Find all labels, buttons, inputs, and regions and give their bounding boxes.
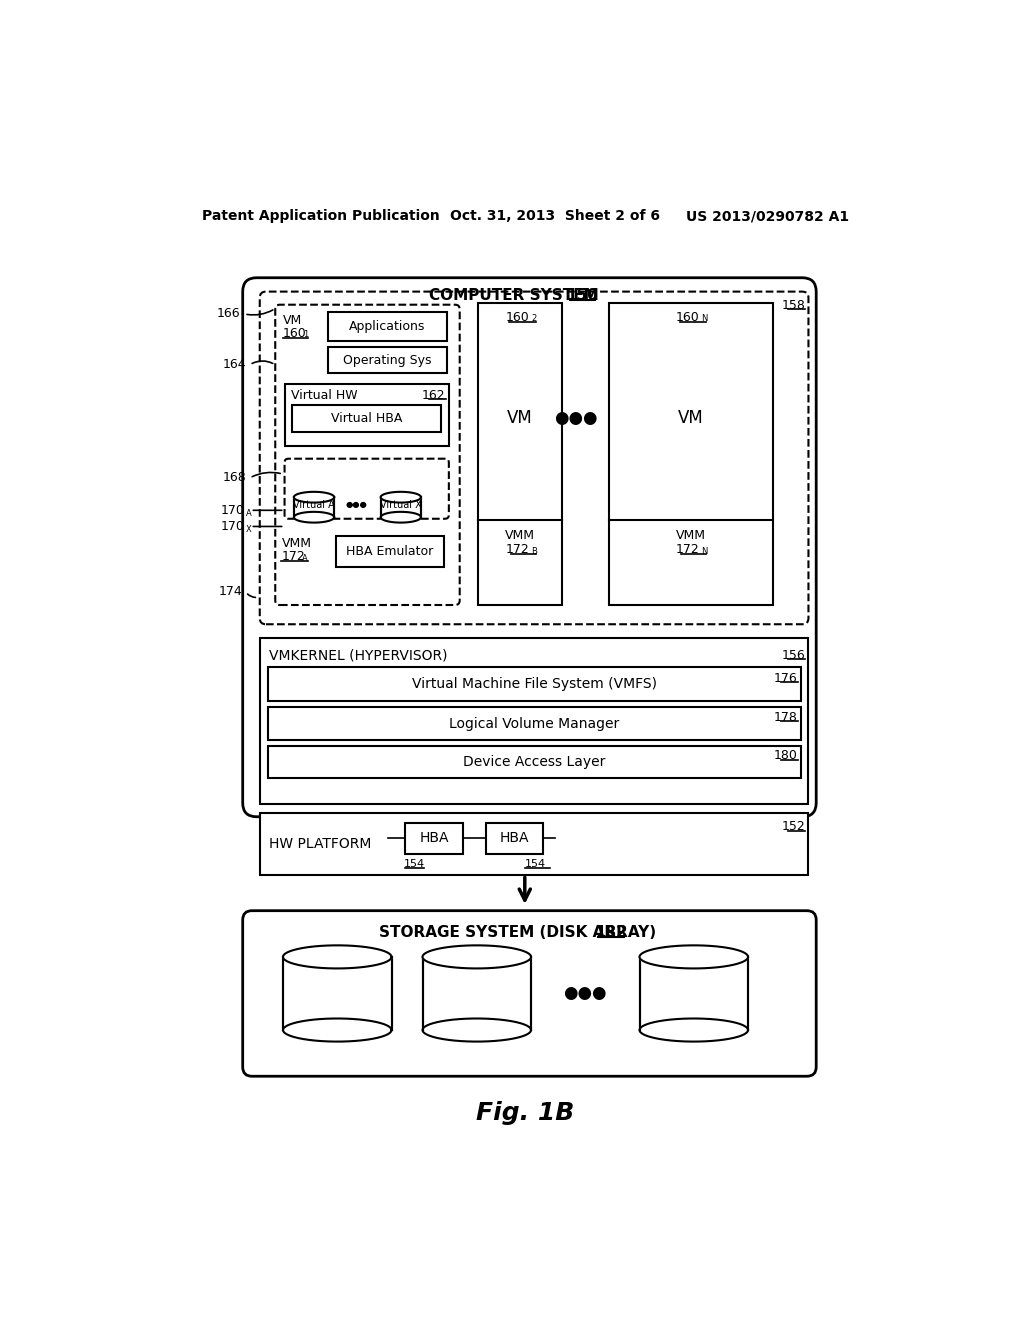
- Text: 172: 172: [676, 544, 699, 556]
- Text: 1: 1: [303, 330, 308, 339]
- Bar: [260, 813, 809, 875]
- Text: 174: 174: [219, 585, 243, 598]
- Bar: [336, 536, 444, 566]
- Text: VMM: VMM: [282, 537, 311, 550]
- Text: ●●●: ●●●: [346, 500, 368, 510]
- Polygon shape: [640, 1019, 748, 1041]
- Text: Operating Sys: Operating Sys: [343, 354, 431, 367]
- Bar: [423, 957, 531, 1030]
- Text: 172: 172: [505, 544, 529, 556]
- Text: STORAGE SYSTEM (DISK ARRAY): STORAGE SYSTEM (DISK ARRAY): [379, 925, 656, 940]
- Text: HW PLATFORM: HW PLATFORM: [269, 837, 372, 850]
- Text: Device Access Layer: Device Access Layer: [463, 755, 605, 770]
- Text: Virtual X: Virtual X: [380, 500, 422, 510]
- FancyBboxPatch shape: [275, 305, 460, 605]
- Text: X: X: [246, 525, 252, 535]
- Text: 178: 178: [774, 711, 798, 723]
- Text: ●●●: ●●●: [554, 409, 598, 426]
- Text: COMPUTER SYSTEM: COMPUTER SYSTEM: [429, 288, 599, 304]
- Bar: [381, 498, 421, 517]
- Bar: [267, 746, 801, 779]
- Bar: [267, 708, 801, 739]
- FancyBboxPatch shape: [243, 911, 816, 1076]
- FancyBboxPatch shape: [285, 459, 449, 519]
- Text: 176: 176: [774, 672, 798, 685]
- Bar: [267, 668, 801, 701]
- Polygon shape: [294, 512, 334, 523]
- Text: B: B: [531, 546, 537, 556]
- Text: 180: 180: [774, 750, 798, 763]
- Polygon shape: [381, 492, 421, 503]
- Text: 152: 152: [781, 820, 805, 833]
- Text: 2: 2: [531, 314, 537, 323]
- Text: 168: 168: [223, 471, 247, 484]
- Text: Virtual HBA: Virtual HBA: [331, 412, 402, 425]
- Polygon shape: [640, 945, 748, 969]
- Text: 160: 160: [283, 326, 307, 339]
- Text: Oct. 31, 2013  Sheet 2 of 6: Oct. 31, 2013 Sheet 2 of 6: [450, 209, 659, 223]
- Text: 154: 154: [525, 859, 546, 870]
- Text: VM: VM: [507, 409, 534, 426]
- FancyBboxPatch shape: [243, 277, 816, 817]
- Polygon shape: [294, 492, 334, 503]
- Text: VMM: VMM: [505, 529, 536, 543]
- Bar: [283, 957, 391, 1030]
- Text: 182: 182: [595, 925, 627, 940]
- Text: N: N: [701, 546, 708, 556]
- Text: A: A: [246, 510, 252, 517]
- Text: 156: 156: [781, 648, 805, 661]
- Text: HBA: HBA: [500, 832, 529, 845]
- Text: 170: 170: [220, 520, 245, 533]
- Bar: [294, 498, 334, 517]
- Text: 150: 150: [566, 288, 598, 304]
- Text: 160: 160: [676, 310, 699, 323]
- Text: 164: 164: [223, 358, 247, 371]
- Text: 158: 158: [781, 298, 805, 312]
- Text: VMKERNEL (HYPERVISOR): VMKERNEL (HYPERVISOR): [269, 648, 447, 663]
- Text: A: A: [302, 553, 308, 562]
- Text: 154: 154: [404, 859, 425, 870]
- Bar: [486, 822, 544, 854]
- Text: HBA: HBA: [420, 832, 449, 845]
- Text: 172: 172: [282, 550, 305, 564]
- Bar: [406, 822, 463, 854]
- Text: VM: VM: [678, 409, 703, 426]
- Polygon shape: [423, 945, 531, 969]
- Text: HBA Emulator: HBA Emulator: [346, 545, 433, 557]
- Polygon shape: [381, 512, 421, 523]
- Text: US 2013/0290782 A1: US 2013/0290782 A1: [686, 209, 849, 223]
- Bar: [285, 384, 449, 446]
- Text: Applications: Applications: [349, 321, 425, 333]
- Text: Fig. 1B: Fig. 1B: [476, 1101, 573, 1125]
- Text: Virtual Machine File System (VMFS): Virtual Machine File System (VMFS): [412, 677, 656, 692]
- FancyBboxPatch shape: [260, 292, 809, 624]
- Bar: [478, 304, 562, 605]
- Text: Logical Volume Manager: Logical Volume Manager: [449, 717, 620, 730]
- Text: ●●●: ●●●: [563, 985, 607, 1002]
- Text: 162: 162: [422, 389, 445, 403]
- Text: 170: 170: [220, 504, 245, 517]
- Bar: [260, 638, 809, 804]
- Polygon shape: [283, 945, 391, 969]
- Text: 166: 166: [217, 308, 241, 321]
- Text: VM: VM: [283, 314, 302, 326]
- Polygon shape: [423, 1019, 531, 1041]
- Bar: [328, 313, 446, 341]
- Bar: [640, 957, 748, 1030]
- Text: VMM: VMM: [676, 529, 706, 543]
- Text: Virtual HW: Virtual HW: [291, 389, 357, 403]
- Text: Virtual A: Virtual A: [293, 500, 335, 510]
- Text: Patent Application Publication: Patent Application Publication: [202, 209, 439, 223]
- Text: 160: 160: [505, 310, 529, 323]
- Bar: [608, 304, 773, 605]
- Bar: [328, 347, 446, 374]
- Polygon shape: [283, 1019, 391, 1041]
- Bar: [292, 405, 441, 432]
- Text: N: N: [701, 314, 708, 323]
